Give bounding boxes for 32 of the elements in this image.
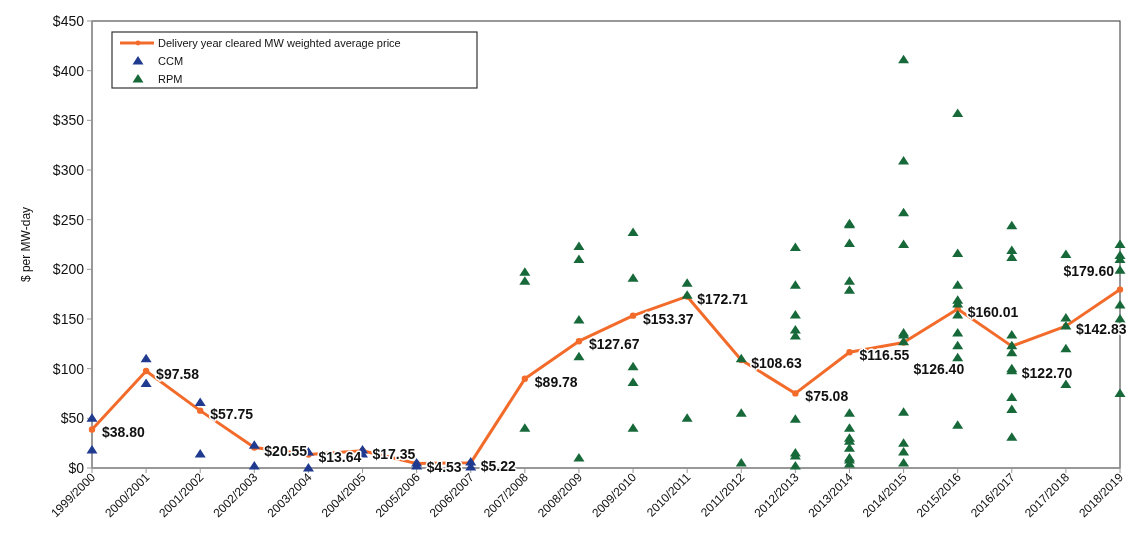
data-label: $57.75	[210, 405, 254, 422]
data-label: $127.67	[588, 336, 640, 353]
y-tick-label: $400	[52, 62, 85, 79]
y-tick-label: $350	[52, 112, 85, 129]
y-tick-label: $150	[52, 310, 85, 327]
data-label: $142.83	[1075, 321, 1127, 338]
data-label: $108.63	[751, 355, 803, 372]
data-label: $160.01	[967, 304, 1019, 321]
data-label: $17.35	[372, 445, 416, 462]
data-label: $116.55	[859, 347, 910, 364]
y-tick-label: $300	[52, 161, 85, 178]
y-tick-label: $0	[68, 459, 85, 476]
y-tick-label: $450	[52, 12, 85, 29]
data-label: $38.80	[102, 424, 146, 441]
legend-label: CCM	[158, 54, 184, 67]
legend-label: RPM	[158, 72, 183, 85]
data-label: $97.58	[156, 366, 200, 383]
data-label: $179.60	[1063, 262, 1115, 279]
y-tick-label: $250	[52, 211, 85, 228]
data-label: $172.71	[697, 291, 748, 308]
data-label: $126.40	[913, 361, 965, 378]
data-label: $89.78	[534, 373, 578, 390]
y-tick-label: $100	[52, 360, 85, 377]
data-label: $122.70	[1021, 365, 1073, 382]
y-axis-title: $ per MW-day	[19, 206, 33, 283]
y-tick-label: $200	[52, 261, 85, 278]
legend-label: Delivery year cleared MW weighted average price	[158, 36, 401, 49]
data-label: $5.22	[480, 457, 516, 474]
data-label: $153.37	[643, 310, 694, 327]
data-label: $13.64	[318, 449, 362, 466]
y-tick-label: $50	[60, 410, 85, 427]
data-label: $75.08	[805, 388, 849, 405]
